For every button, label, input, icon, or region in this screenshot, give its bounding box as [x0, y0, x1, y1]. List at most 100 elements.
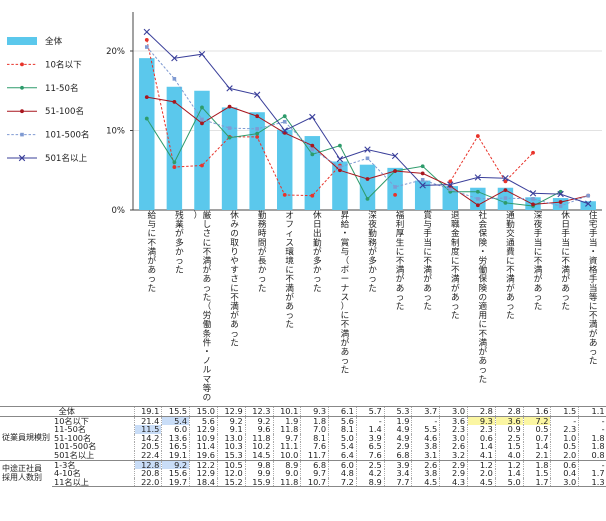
- table-cell: 4.8: [328, 469, 357, 478]
- table-cell: 9.3: [467, 415, 496, 426]
- table-cell: 1.7: [522, 477, 551, 488]
- table-cell: 5.6: [189, 415, 218, 426]
- point: [475, 134, 480, 138]
- table-cell: 1.3: [578, 477, 606, 488]
- table-cell: 5.3: [383, 406, 412, 417]
- table-cell: 2.3: [550, 425, 579, 434]
- category-label: 残業が多かった: [175, 209, 184, 276]
- table-cell: 3.4: [383, 469, 412, 478]
- table-cell: 18.4: [189, 477, 218, 488]
- y-tick-label: 20%: [106, 47, 125, 57]
- table-cell: 6.0: [328, 459, 357, 470]
- point: [475, 189, 480, 194]
- table-cell: 9.0: [272, 469, 301, 478]
- legend-marker: [20, 132, 24, 137]
- series-line: [146, 39, 534, 197]
- legend-label: 全体: [45, 35, 63, 47]
- bar: [580, 201, 596, 210]
- table-cell: 9.1: [216, 425, 246, 434]
- point: [309, 113, 316, 121]
- row-label: 4-10名: [54, 469, 81, 478]
- table-cell: 4.5: [467, 477, 496, 488]
- table-cell: 19.7: [161, 477, 190, 488]
- table-cell: 11.1: [272, 442, 301, 451]
- table-cell: 7.7: [383, 477, 412, 488]
- legend-item: 10名以下: [7, 58, 82, 70]
- table-cell: 2.9: [439, 459, 468, 470]
- table-cell: 10.1: [272, 406, 301, 417]
- table-row: 101-500名 20.5 16.5 11.4 10.3 10.2 11.1 7.6 5.4 6.…: [0, 442, 606, 451]
- table-cell: 9.2: [244, 415, 273, 426]
- table-cell: 4.9: [383, 425, 412, 434]
- table-cell: 19.1: [133, 406, 162, 417]
- point: [393, 192, 397, 197]
- point: [144, 45, 149, 49]
- point: [255, 114, 260, 119]
- table-cell: 1.9: [383, 415, 412, 426]
- table-cell: 10.3: [216, 442, 246, 451]
- table-cell: 9.7: [300, 469, 329, 478]
- point: [448, 187, 453, 192]
- table-cell: 22.4: [133, 450, 162, 461]
- point: [282, 114, 287, 119]
- row-label: 51-100名: [54, 433, 92, 443]
- point: [558, 200, 563, 204]
- table-cell: 1.6: [522, 406, 551, 417]
- table-cell: 9.6: [244, 425, 273, 434]
- point: [364, 146, 371, 153]
- table-cell: 1.7: [578, 469, 606, 478]
- table-cell: 11.8: [244, 433, 273, 443]
- table-cell: 1.1: [578, 406, 606, 417]
- point: [474, 174, 482, 181]
- table-cell: 9.3: [300, 406, 329, 417]
- category-label: オフィス環境に不満があった: [285, 210, 294, 330]
- table-cell: 12.8: [133, 459, 162, 470]
- legend-label: 11-50名: [45, 82, 79, 94]
- table-cell: 15.9: [244, 477, 273, 488]
- category-label: 賞与手当に不満があった: [423, 209, 432, 312]
- point: [255, 131, 260, 136]
- category-label: 深夜勤務が多かった: [368, 210, 377, 294]
- table-cell: 1.8: [578, 433, 606, 443]
- bar: [166, 86, 183, 210]
- table-cell: 12.2: [189, 459, 218, 470]
- legend-item: 51-100名: [7, 105, 84, 117]
- point: [172, 160, 177, 165]
- bar: [414, 180, 431, 210]
- table-cell: 3.0: [439, 433, 468, 443]
- point: [365, 177, 370, 181]
- bar: [387, 167, 403, 210]
- point: [419, 182, 426, 189]
- table-cell: 2.8: [494, 406, 524, 417]
- category-labels: 給与に不満があった 残業が多かった 厳しさに不満があった（労働条件・ノルマ等の） 休み…: [147, 209, 597, 403]
- table-cell: 1.2: [494, 459, 524, 470]
- point: [586, 193, 591, 198]
- table-cell: 14.2: [133, 433, 162, 443]
- table-cell: 8.9: [355, 477, 385, 488]
- table-cell: 16.5: [161, 442, 190, 451]
- row-label: 101-500名: [54, 442, 97, 451]
- table-row: 従業員規模別 10名以下 21.4 5.4 5.6 9.2 9.2 1.9 1.8 5.6-1.9…: [0, 415, 606, 461]
- table-cell: 10.0: [272, 450, 301, 461]
- point: [585, 200, 592, 207]
- table-cell: 5.0: [494, 477, 524, 488]
- category-label: 休日出勤が多かった: [313, 209, 322, 294]
- row-group-label-line: 採用人数別: [2, 472, 42, 482]
- row-label: 全体: [0, 406, 135, 417]
- table-cell: 6.8: [383, 450, 412, 461]
- point: [476, 197, 480, 201]
- line-series: [143, 28, 592, 208]
- legend-marker: [20, 62, 24, 67]
- table-cell: 6.5: [355, 442, 385, 451]
- table-cell: 12.9: [189, 469, 218, 478]
- table-cell: 7.2: [522, 415, 551, 426]
- table-cell: 6.4: [328, 450, 357, 461]
- table-cell: 7.0: [300, 425, 329, 434]
- table-cell: 3.1: [411, 450, 440, 461]
- line-series-51-100名: [144, 95, 591, 208]
- table-row: 全体 19.1 15.5 15.0 12.9 12.3 10.1 9.3 6.1 5.7 5.3 3.…: [0, 406, 606, 417]
- table-cell: 0.5: [550, 442, 579, 451]
- table-cell: 11.5: [133, 425, 162, 434]
- legend-swatch: [7, 37, 37, 45]
- table-cell: 1.4: [467, 442, 496, 451]
